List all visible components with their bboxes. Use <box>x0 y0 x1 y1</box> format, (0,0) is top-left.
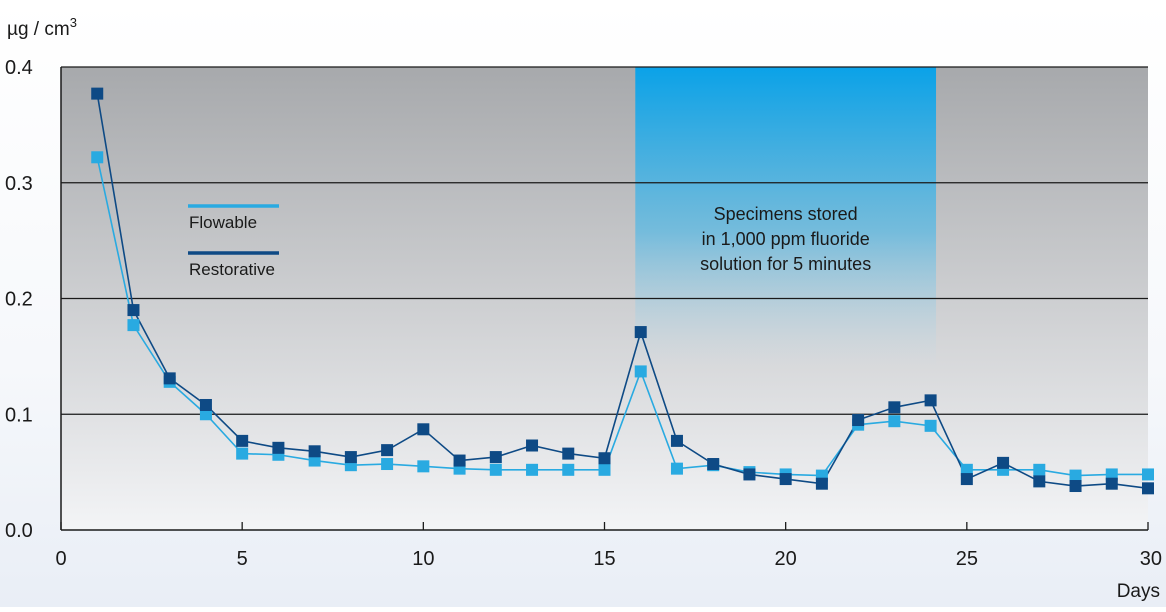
annotation-line: solution for 5 minutes <box>700 254 871 274</box>
x-axis-title: Days <box>1117 581 1160 602</box>
data-point-flowable <box>634 365 647 378</box>
y-tick-label: 0.2 <box>5 289 33 311</box>
x-tick-label: 25 <box>956 548 978 570</box>
data-point-restorative <box>236 434 249 447</box>
data-point-flowable <box>199 408 212 421</box>
x-tick-label: 0 <box>55 548 66 570</box>
annotation-text: Specimens stored in 1,000 ppm fluoride sol… <box>700 204 871 274</box>
data-point-restorative <box>924 394 937 407</box>
annotation-line: Specimens stored <box>714 204 858 224</box>
data-point-restorative <box>1105 477 1118 490</box>
data-point-restorative <box>453 454 466 467</box>
data-point-flowable <box>489 463 502 476</box>
legend-label-flowable: Flowable <box>189 213 257 232</box>
data-point-flowable <box>1142 468 1154 481</box>
data-point-restorative <box>888 401 901 414</box>
data-point-restorative <box>852 414 865 427</box>
data-point-flowable <box>888 415 901 428</box>
axes: 0.0 0.1 0.2 0.3 0.4 0 5 10 15 20 25 30 <box>5 57 1162 570</box>
data-point-restorative <box>1033 475 1046 488</box>
data-point-restorative <box>779 473 792 486</box>
data-point-restorative <box>1069 480 1082 493</box>
data-point-restorative <box>526 439 539 452</box>
data-point-flowable <box>1105 468 1118 481</box>
legend: Flowable Restorative <box>188 204 279 279</box>
gridlines <box>61 66 1148 415</box>
data-point-restorative <box>707 458 720 471</box>
y-tick-label: 0.3 <box>5 173 33 195</box>
data-point-flowable <box>1033 463 1046 476</box>
data-point-flowable <box>598 463 611 476</box>
data-point-restorative <box>272 441 285 454</box>
data-point-restorative <box>1142 482 1154 495</box>
data-point-flowable <box>381 458 394 471</box>
data-point-restorative <box>634 326 647 339</box>
data-point-restorative <box>960 473 973 486</box>
data-point-restorative <box>344 451 357 464</box>
data-point-flowable <box>127 319 140 332</box>
data-point-flowable <box>924 419 937 432</box>
data-point-restorative <box>815 477 828 490</box>
y-tick-label: 0.4 <box>5 57 33 79</box>
data-point-flowable <box>236 447 249 460</box>
data-point-restorative <box>308 445 321 458</box>
data-point-restorative <box>743 468 756 481</box>
data-point-restorative <box>127 304 140 317</box>
data-point-restorative <box>417 423 430 436</box>
legend-label-restorative: Restorative <box>189 260 275 279</box>
data-point-restorative <box>562 447 575 460</box>
x-tick-label: 10 <box>412 548 434 570</box>
fluoride-storage-band <box>635 67 937 367</box>
series <box>91 87 1154 495</box>
y-tick-label: 0.0 <box>5 520 33 542</box>
series-line-restorative <box>96 93 1149 490</box>
x-tick-label: 5 <box>237 548 248 570</box>
data-point-flowable <box>91 151 104 164</box>
data-point-flowable <box>1069 469 1082 482</box>
data-point-restorative <box>163 372 176 385</box>
data-point-flowable <box>417 460 430 473</box>
data-point-restorative <box>91 87 104 100</box>
data-point-restorative <box>489 451 502 464</box>
x-tick-label: 20 <box>775 548 797 570</box>
data-point-restorative <box>598 452 611 465</box>
data-point-flowable <box>670 462 683 475</box>
data-point-flowable <box>562 463 575 476</box>
data-point-flowable <box>526 463 539 476</box>
x-tick-label: 30 <box>1140 548 1162 570</box>
annotation-line: in 1,000 ppm fluoride <box>702 229 870 249</box>
data-point-restorative <box>381 444 394 457</box>
data-point-restorative <box>670 434 683 447</box>
series-line-flowable <box>96 157 1148 477</box>
y-axis-title: µg / cm3 <box>7 15 77 40</box>
data-point-flowable <box>960 463 973 476</box>
data-point-flowable <box>308 454 321 467</box>
y-tick-label: 0.1 <box>5 404 33 426</box>
data-point-restorative <box>199 398 212 411</box>
x-tick-label: 15 <box>593 548 615 570</box>
data-point-restorative <box>997 456 1010 469</box>
